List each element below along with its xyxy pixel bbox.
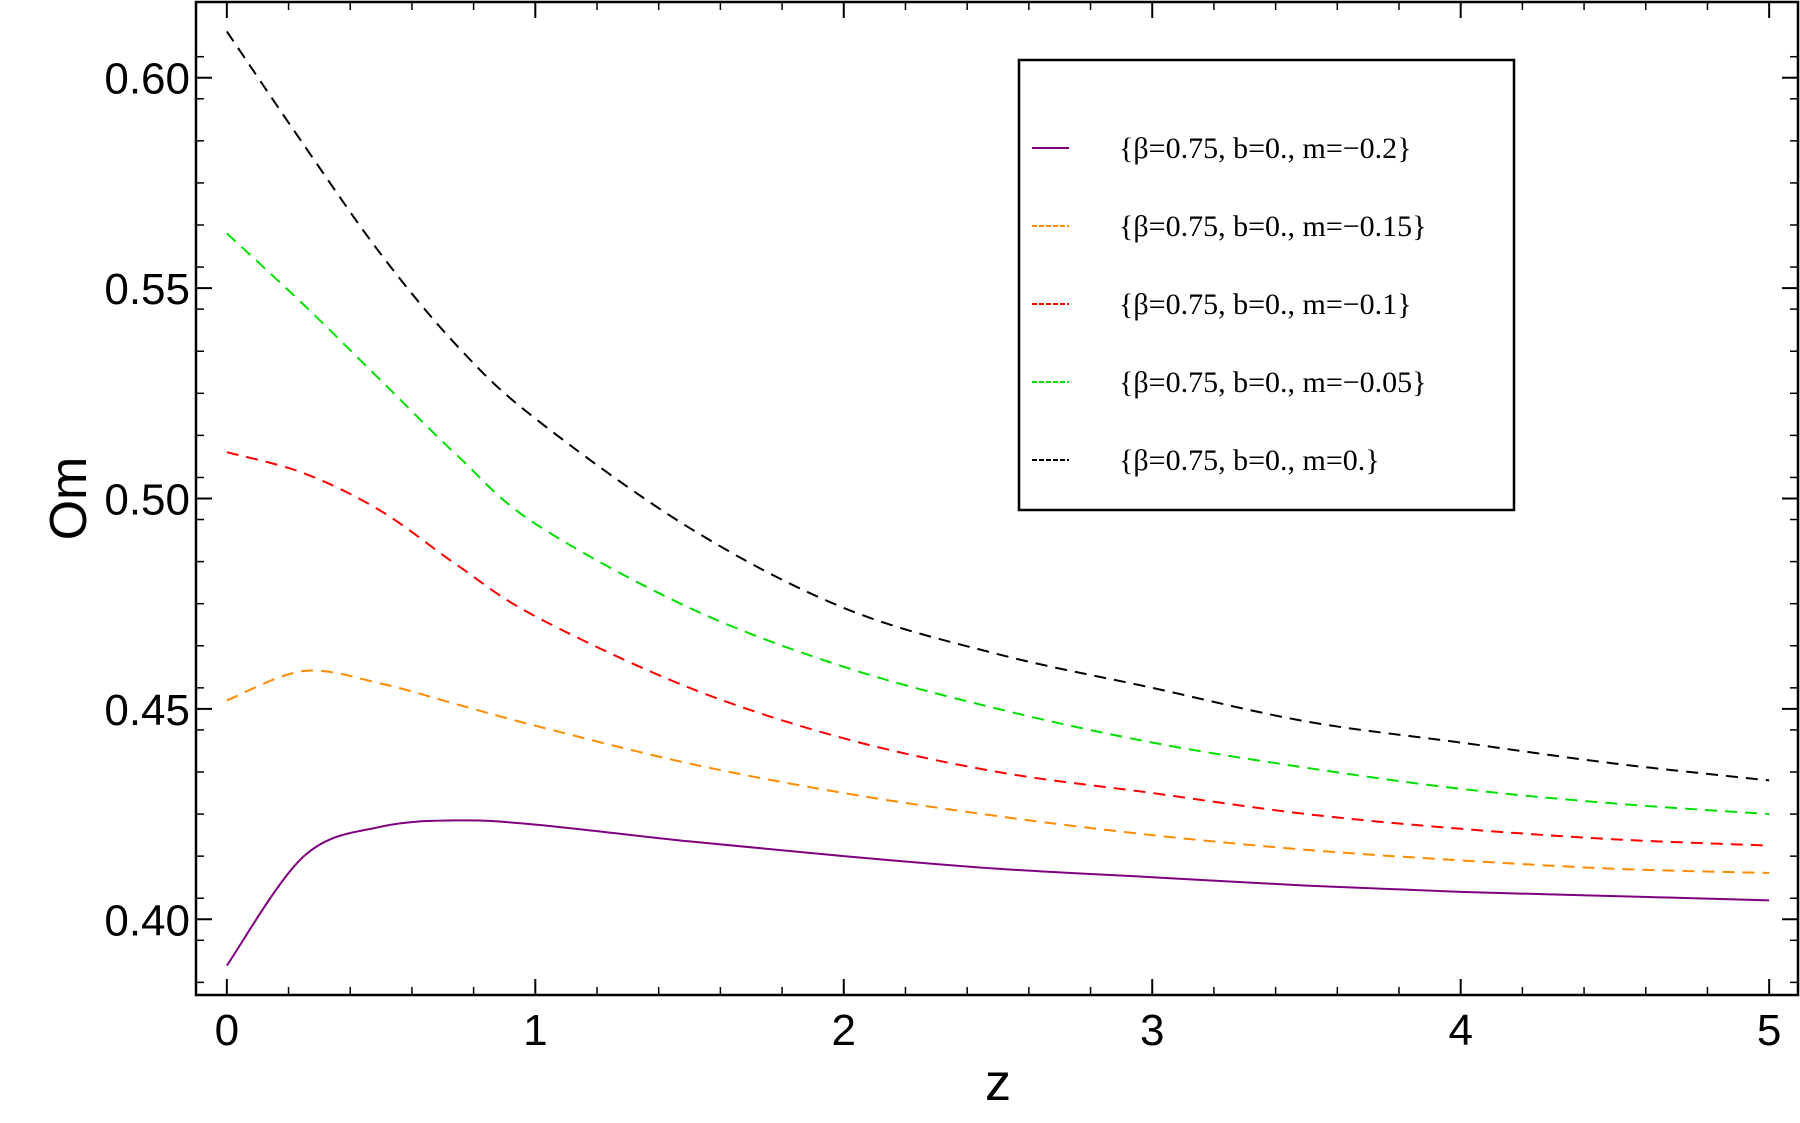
series-layer: [226, 30, 1770, 967]
series-line-3: [226, 232, 1770, 816]
legend-label-0: {β=0.75, b=0., m=−0.2}: [1119, 132, 1412, 165]
legend-label-1: {β=0.75, b=0., m=−0.15}: [1119, 210, 1427, 243]
ticks-layer: [196, 2, 1798, 995]
legend-label-3: {β=0.75, b=0., m=−0.05}: [1119, 366, 1427, 399]
y-axis-title: Om: [40, 457, 98, 541]
y-tick-label: 0.45: [104, 686, 190, 735]
tick-labels-layer: 0 1 2 3 4 5 0.40 0.45 0.50 0.55 0.60: [104, 55, 1781, 1055]
legend-items: {β=0.75, b=0., m=−0.2} {β=0.75, b=0., m=−…: [1032, 132, 1427, 477]
x-tick-label: 2: [832, 1006, 856, 1055]
x-tick-label: 3: [1140, 1006, 1164, 1055]
legend: {β=0.75, b=0., m=−0.2} {β=0.75, b=0., m=−…: [1017, 58, 1516, 512]
legend-label-4: {β=0.75, b=0., m=0.}: [1119, 444, 1380, 477]
y-tick-label: 0.50: [104, 476, 190, 525]
legend-label-2: {β=0.75, b=0., m=−0.1}: [1119, 288, 1412, 321]
y-tick-label: 0.55: [104, 265, 190, 314]
y-tick-label: 0.40: [104, 896, 190, 945]
x-tick-label: 4: [1448, 1006, 1472, 1055]
x-tick-label: 5: [1757, 1006, 1781, 1055]
x-tick-label: 0: [215, 1006, 239, 1055]
y-tick-label: 0.60: [104, 55, 190, 104]
series-line-0: [226, 819, 1770, 967]
legend-box: [1017, 58, 1516, 512]
x-tick-label: 1: [523, 1006, 547, 1055]
series-line-2: [226, 451, 1770, 847]
x-axis-title: z: [985, 1054, 1011, 1112]
